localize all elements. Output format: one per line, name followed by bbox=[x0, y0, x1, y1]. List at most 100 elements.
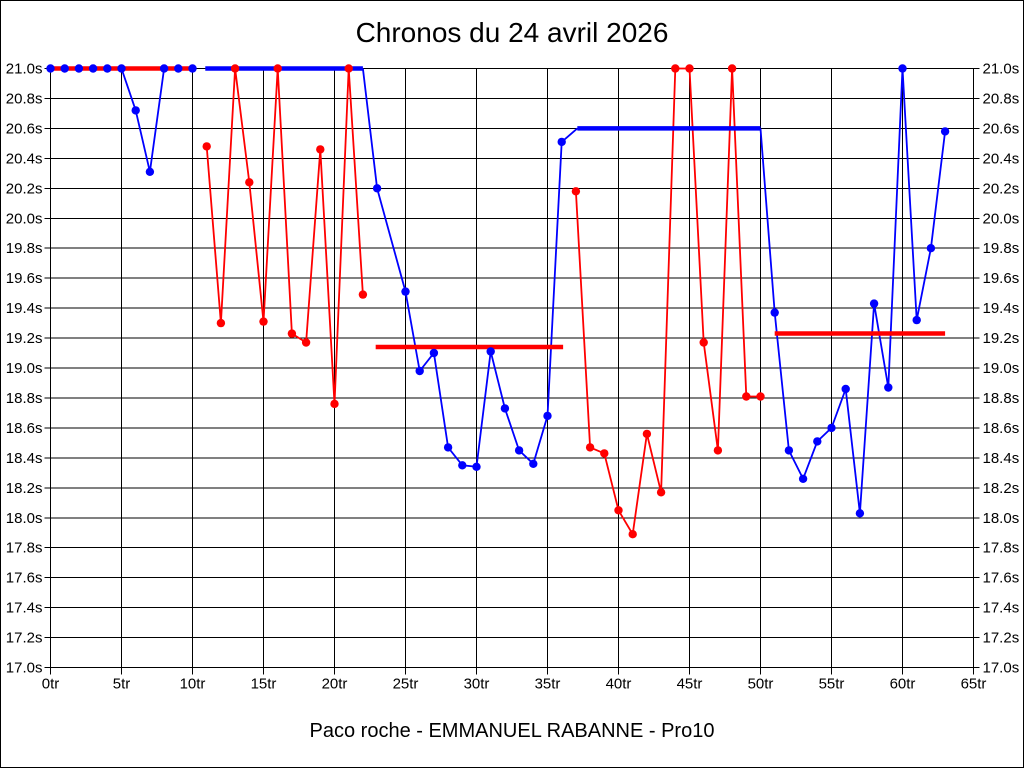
y-axis-label-left: 21.0s bbox=[6, 61, 43, 78]
data-point-marker-red bbox=[273, 64, 282, 73]
data-point-marker-red bbox=[685, 64, 694, 73]
y-axis-label-left: 20.8s bbox=[6, 90, 43, 107]
data-point-marker-blue bbox=[443, 443, 453, 452]
y-axis-label-left: 19.4s bbox=[6, 300, 43, 317]
data-point-marker-red bbox=[699, 338, 708, 347]
y-axis-label-left: 19.8s bbox=[6, 240, 43, 257]
x-axis-label: 5tr bbox=[113, 676, 131, 693]
data-point-marker-blue bbox=[88, 64, 98, 73]
y-axis-label-left: 17.0s bbox=[6, 660, 43, 677]
data-point-marker-blue bbox=[884, 383, 893, 392]
data-point-marker-red bbox=[713, 446, 723, 455]
data-point-marker-blue bbox=[557, 137, 566, 147]
y-axis-label-right: 19.4s bbox=[983, 300, 1020, 317]
y-axis-label-right: 18.0s bbox=[983, 510, 1020, 527]
y-axis-label-right: 17.4s bbox=[983, 600, 1020, 617]
data-point-marker-blue bbox=[415, 366, 424, 376]
y-axis-label-right: 17.2s bbox=[983, 630, 1020, 647]
data-point-marker-blue bbox=[529, 459, 538, 468]
data-point-marker-blue bbox=[514, 446, 524, 455]
data-point-marker-blue bbox=[401, 287, 410, 296]
y-axis-label-right: 17.0s bbox=[983, 660, 1020, 677]
x-axis-label: 65tr bbox=[961, 676, 987, 693]
data-point-marker-red bbox=[600, 449, 609, 458]
y-axis-label-right: 18.4s bbox=[983, 450, 1020, 467]
y-axis-label-right: 18.8s bbox=[983, 390, 1020, 407]
data-point-marker-blue bbox=[827, 423, 836, 433]
data-point-marker-red bbox=[742, 392, 751, 401]
data-point-marker-red bbox=[316, 145, 325, 154]
x-axis-label: 0tr bbox=[42, 676, 60, 693]
data-point-marker-red bbox=[301, 338, 311, 347]
chart-footer: Paco roche - EMMANUEL RABANNE - Pro10 bbox=[309, 720, 715, 742]
data-point-marker-red bbox=[656, 488, 666, 497]
y-axis-label-left: 18.6s bbox=[6, 420, 43, 437]
x-axis-label: 55tr bbox=[819, 676, 845, 693]
y-axis-label-left: 20.2s bbox=[6, 180, 43, 197]
data-point-marker-red bbox=[259, 317, 268, 326]
data-point-marker-blue bbox=[188, 64, 197, 73]
data-point-marker-blue bbox=[869, 299, 879, 308]
y-axis-label-right: 20.0s bbox=[983, 210, 1020, 227]
y-axis-label-right: 19.2s bbox=[983, 330, 1020, 347]
data-point-marker-blue bbox=[940, 127, 950, 136]
data-point-marker-red bbox=[216, 318, 226, 328]
y-axis-label-left: 19.2s bbox=[6, 330, 43, 347]
data-point-marker-red bbox=[671, 64, 680, 73]
data-point-marker-blue bbox=[926, 244, 936, 253]
y-axis-label-left: 17.8s bbox=[6, 540, 43, 557]
data-point-marker-blue bbox=[117, 64, 126, 73]
y-axis-label-right: 20.2s bbox=[983, 180, 1020, 197]
data-point-marker-blue bbox=[60, 64, 69, 73]
y-axis-label-left: 19.6s bbox=[6, 270, 43, 287]
x-axis-label: 30tr bbox=[464, 676, 490, 693]
data-point-marker-blue bbox=[174, 64, 183, 73]
y-axis-label-right: 19.8s bbox=[983, 240, 1020, 257]
y-axis-label-left: 17.6s bbox=[6, 570, 43, 587]
data-point-marker-red bbox=[230, 64, 240, 73]
data-point-marker-blue bbox=[429, 348, 439, 358]
x-axis-label: 20tr bbox=[322, 676, 348, 693]
data-point-marker-red bbox=[358, 290, 368, 299]
y-axis-label-right: 18.6s bbox=[983, 420, 1020, 437]
chart-title: Chronos du 24 avril 2026 bbox=[355, 17, 669, 48]
y-axis-label-left: 19.0s bbox=[6, 360, 43, 377]
data-point-marker-red bbox=[287, 329, 297, 338]
data-point-marker-blue bbox=[159, 64, 169, 73]
y-axis-label-left: 17.4s bbox=[6, 600, 43, 617]
y-axis-label-right: 17.8s bbox=[983, 540, 1020, 557]
data-point-marker-blue bbox=[472, 462, 481, 471]
data-point-marker-blue bbox=[855, 509, 865, 518]
data-point-marker-red bbox=[585, 443, 595, 452]
data-point-marker-blue bbox=[784, 446, 794, 455]
data-point-marker-blue bbox=[372, 184, 382, 193]
y-axis-label-left: 17.2s bbox=[6, 630, 43, 647]
y-axis-label-right: 17.6s bbox=[983, 570, 1020, 587]
data-point-marker-red bbox=[642, 429, 652, 439]
y-axis-label-right: 21.0s bbox=[983, 61, 1020, 78]
data-point-marker-blue bbox=[145, 167, 155, 176]
y-axis-label-left: 18.4s bbox=[6, 450, 43, 467]
data-point-marker-blue bbox=[486, 347, 495, 356]
data-point-marker-red bbox=[727, 64, 737, 73]
y-axis-label-left: 20.6s bbox=[6, 120, 43, 137]
data-point-marker-blue bbox=[543, 411, 552, 421]
x-axis-label: 40tr bbox=[606, 676, 632, 693]
x-axis-label: 60tr bbox=[890, 676, 916, 693]
data-point-marker-red bbox=[571, 187, 581, 196]
series-line-blue bbox=[759, 68, 946, 514]
data-point-marker-blue bbox=[912, 315, 921, 325]
data-point-marker-blue bbox=[813, 437, 822, 446]
y-axis-label-left: 18.8s bbox=[6, 390, 43, 407]
data-point-marker-blue bbox=[798, 474, 808, 483]
y-axis-label-right: 18.2s bbox=[983, 480, 1020, 497]
data-point-marker-red bbox=[330, 399, 339, 409]
data-point-marker-blue bbox=[770, 308, 779, 317]
data-point-marker-blue bbox=[103, 64, 112, 73]
data-point-marker-red bbox=[756, 392, 765, 401]
y-axis-label-left: 18.0s bbox=[6, 510, 43, 527]
y-axis-label-right: 19.6s bbox=[983, 270, 1020, 287]
data-point-marker-red bbox=[245, 178, 254, 187]
data-point-marker-blue bbox=[458, 461, 467, 470]
